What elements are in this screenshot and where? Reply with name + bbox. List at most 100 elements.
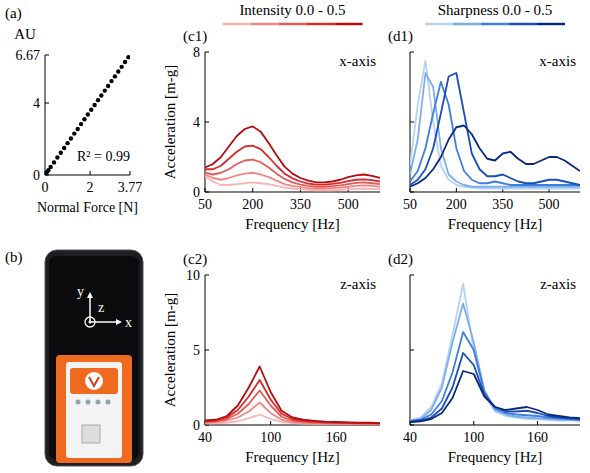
color-scale-title: Sharpness 0.0 - 0.5	[438, 2, 553, 18]
y-tick	[410, 52, 414, 53]
x-tick-label: 40	[198, 430, 212, 445]
x-tick	[537, 421, 538, 425]
x-tick	[252, 188, 253, 192]
marks	[410, 61, 580, 189]
marks	[410, 284, 580, 422]
point	[52, 160, 56, 164]
y-tick-label: 10	[186, 268, 200, 283]
color-scale-title: Intensity 0.0 - 0.5	[239, 2, 345, 18]
panel-label: (c1)	[183, 28, 207, 45]
y-axis-title: AU	[14, 26, 36, 42]
x-tick	[473, 421, 474, 425]
panel-title: x-axis	[339, 53, 376, 69]
point	[62, 146, 66, 150]
series-line	[410, 371, 580, 422]
series-line	[410, 353, 580, 422]
y-tick	[410, 122, 414, 123]
panel-label: (d2)	[388, 251, 413, 268]
point	[92, 103, 96, 107]
point	[48, 165, 52, 169]
device-led	[86, 400, 91, 405]
figure: 023.77046.67(a)Normal Force [N]AUR² = 0.…	[0, 0, 590, 473]
marks	[205, 126, 380, 190]
y-tick	[205, 275, 209, 276]
x-axis	[205, 192, 380, 193]
series-line	[410, 82, 580, 185]
y-tick	[205, 350, 209, 351]
y-tick	[410, 275, 414, 276]
y-axis-title: Acceleration [m-g]	[162, 293, 178, 408]
marks	[205, 367, 380, 425]
point	[55, 155, 59, 159]
x-tick	[90, 171, 91, 175]
device-chip	[82, 425, 100, 443]
panel-title: z-axis	[540, 276, 576, 292]
y-tick	[45, 103, 49, 104]
panel: 40100160(d2)z-axisFrequency [Hz]	[388, 251, 580, 465]
marks	[45, 55, 130, 175]
point	[103, 88, 107, 92]
y-tick	[205, 52, 209, 53]
x-tick-label: 0	[42, 180, 49, 195]
device	[56, 355, 132, 463]
series-line	[205, 126, 380, 182]
color-scale-segment	[537, 23, 565, 26]
x-axis-title: Frequency [Hz]	[448, 216, 543, 232]
device-led	[106, 400, 111, 405]
y-tick-label: 6.67	[16, 48, 41, 63]
axis-label: y	[77, 284, 84, 299]
device-logo	[85, 372, 103, 390]
x-axis-title: Frequency [Hz]	[245, 449, 340, 465]
panel-label: (d1)	[388, 28, 413, 45]
point	[75, 127, 79, 131]
axis-out-of-page	[85, 317, 95, 327]
y-tick	[410, 425, 414, 426]
y-tick-label: 4	[33, 96, 40, 111]
y-tick-label: 8	[193, 45, 200, 60]
x-tick	[456, 188, 457, 192]
color-scale-segment	[481, 23, 509, 26]
device-board	[66, 362, 122, 458]
series-line	[205, 146, 380, 185]
point	[82, 117, 86, 121]
series-line	[410, 304, 580, 421]
point	[65, 141, 69, 145]
device-logo-mark	[89, 377, 99, 386]
x-axis	[45, 175, 130, 176]
y-tick	[205, 192, 209, 193]
x-tick-label: 40	[403, 430, 417, 445]
y-axis	[45, 55, 46, 175]
series-line	[410, 332, 580, 421]
x-tick	[130, 171, 131, 175]
point	[109, 79, 113, 83]
point	[96, 98, 100, 102]
point	[99, 93, 103, 97]
color-scale-segment	[251, 23, 279, 26]
panel-label: (c2)	[183, 251, 207, 268]
x-tick-label: 3.77	[118, 180, 143, 195]
point	[79, 122, 83, 126]
point	[119, 65, 123, 69]
x-tick-label: 350	[290, 197, 311, 212]
y-tick-label: 0	[33, 168, 40, 183]
panel-title: z-axis	[340, 276, 376, 292]
panel: 50200350500048(c1)x-axisFrequency [Hz]Ac…	[162, 2, 380, 232]
x-tick-label: 100	[260, 430, 281, 445]
x-axis-title: Frequency [Hz]	[448, 449, 543, 465]
x-tick-label: 200	[242, 197, 263, 212]
point	[126, 55, 130, 59]
axis-arrow	[90, 321, 118, 323]
x-tick-label: 500	[539, 197, 560, 212]
point	[113, 74, 117, 78]
panel-title: x-axis	[539, 53, 576, 69]
phone	[45, 250, 143, 466]
y-tick	[45, 55, 49, 56]
series-line	[410, 73, 580, 185]
panel: 50200350500(d1)x-axisFrequency [Hz]Sharp…	[388, 2, 580, 232]
x-tick-label: 160	[527, 430, 548, 445]
color-scale-segment	[425, 23, 453, 26]
x-axis-title: Frequency [Hz]	[245, 216, 340, 232]
panel: 401001600510(c2)z-axisFrequency [Hz]Acce…	[162, 251, 380, 465]
axis-dot	[89, 321, 92, 324]
x-tick	[410, 188, 411, 192]
